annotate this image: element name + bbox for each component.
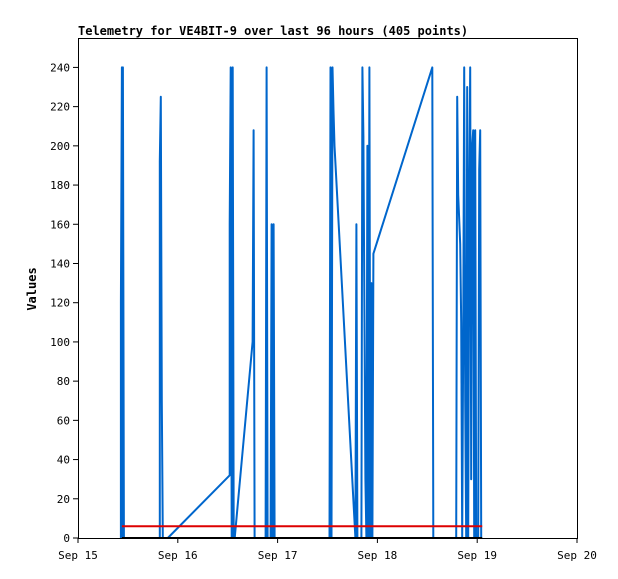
series-line-0 bbox=[119, 66, 483, 539]
x-tick-label: Sep 20 bbox=[557, 549, 597, 562]
y-tick-label: 160 bbox=[50, 218, 70, 231]
x-tick-label: Sep 17 bbox=[258, 549, 298, 562]
y-tick-label: 60 bbox=[57, 414, 70, 427]
x-tick-label: Sep 16 bbox=[158, 549, 198, 562]
y-tick-label: 180 bbox=[50, 179, 70, 192]
x-tick-label: Sep 18 bbox=[358, 549, 398, 562]
y-tick-label: 200 bbox=[50, 140, 70, 153]
y-tick-label: 80 bbox=[57, 375, 70, 388]
y-tick-label: 240 bbox=[50, 61, 70, 74]
y-tick-label: 220 bbox=[50, 101, 70, 114]
y-axis-ticks: 0 20 40 60 80 100 120 140 160 180 200 220 240 bbox=[50, 61, 78, 545]
x-tick-label: Sep 15 bbox=[58, 549, 98, 562]
series-group bbox=[119, 66, 483, 539]
chart-title: Telemetry for VE4BIT-9 over last 96 hour… bbox=[78, 24, 468, 38]
y-tick-label: 100 bbox=[50, 336, 70, 349]
plot-area-frame bbox=[78, 38, 578, 539]
x-tick-label: Sep 19 bbox=[457, 549, 497, 562]
y-axis-label: Values bbox=[25, 267, 39, 310]
y-tick-label: 40 bbox=[57, 454, 70, 467]
y-tick-label: 120 bbox=[50, 297, 70, 310]
y-tick-label: 20 bbox=[57, 493, 70, 506]
y-tick-label: 0 bbox=[63, 532, 70, 545]
y-tick-label: 140 bbox=[50, 257, 70, 270]
x-axis-ticks: Sep 15 Sep 16 Sep 17 Sep 18 Sep 19 Sep 20 bbox=[58, 538, 597, 562]
